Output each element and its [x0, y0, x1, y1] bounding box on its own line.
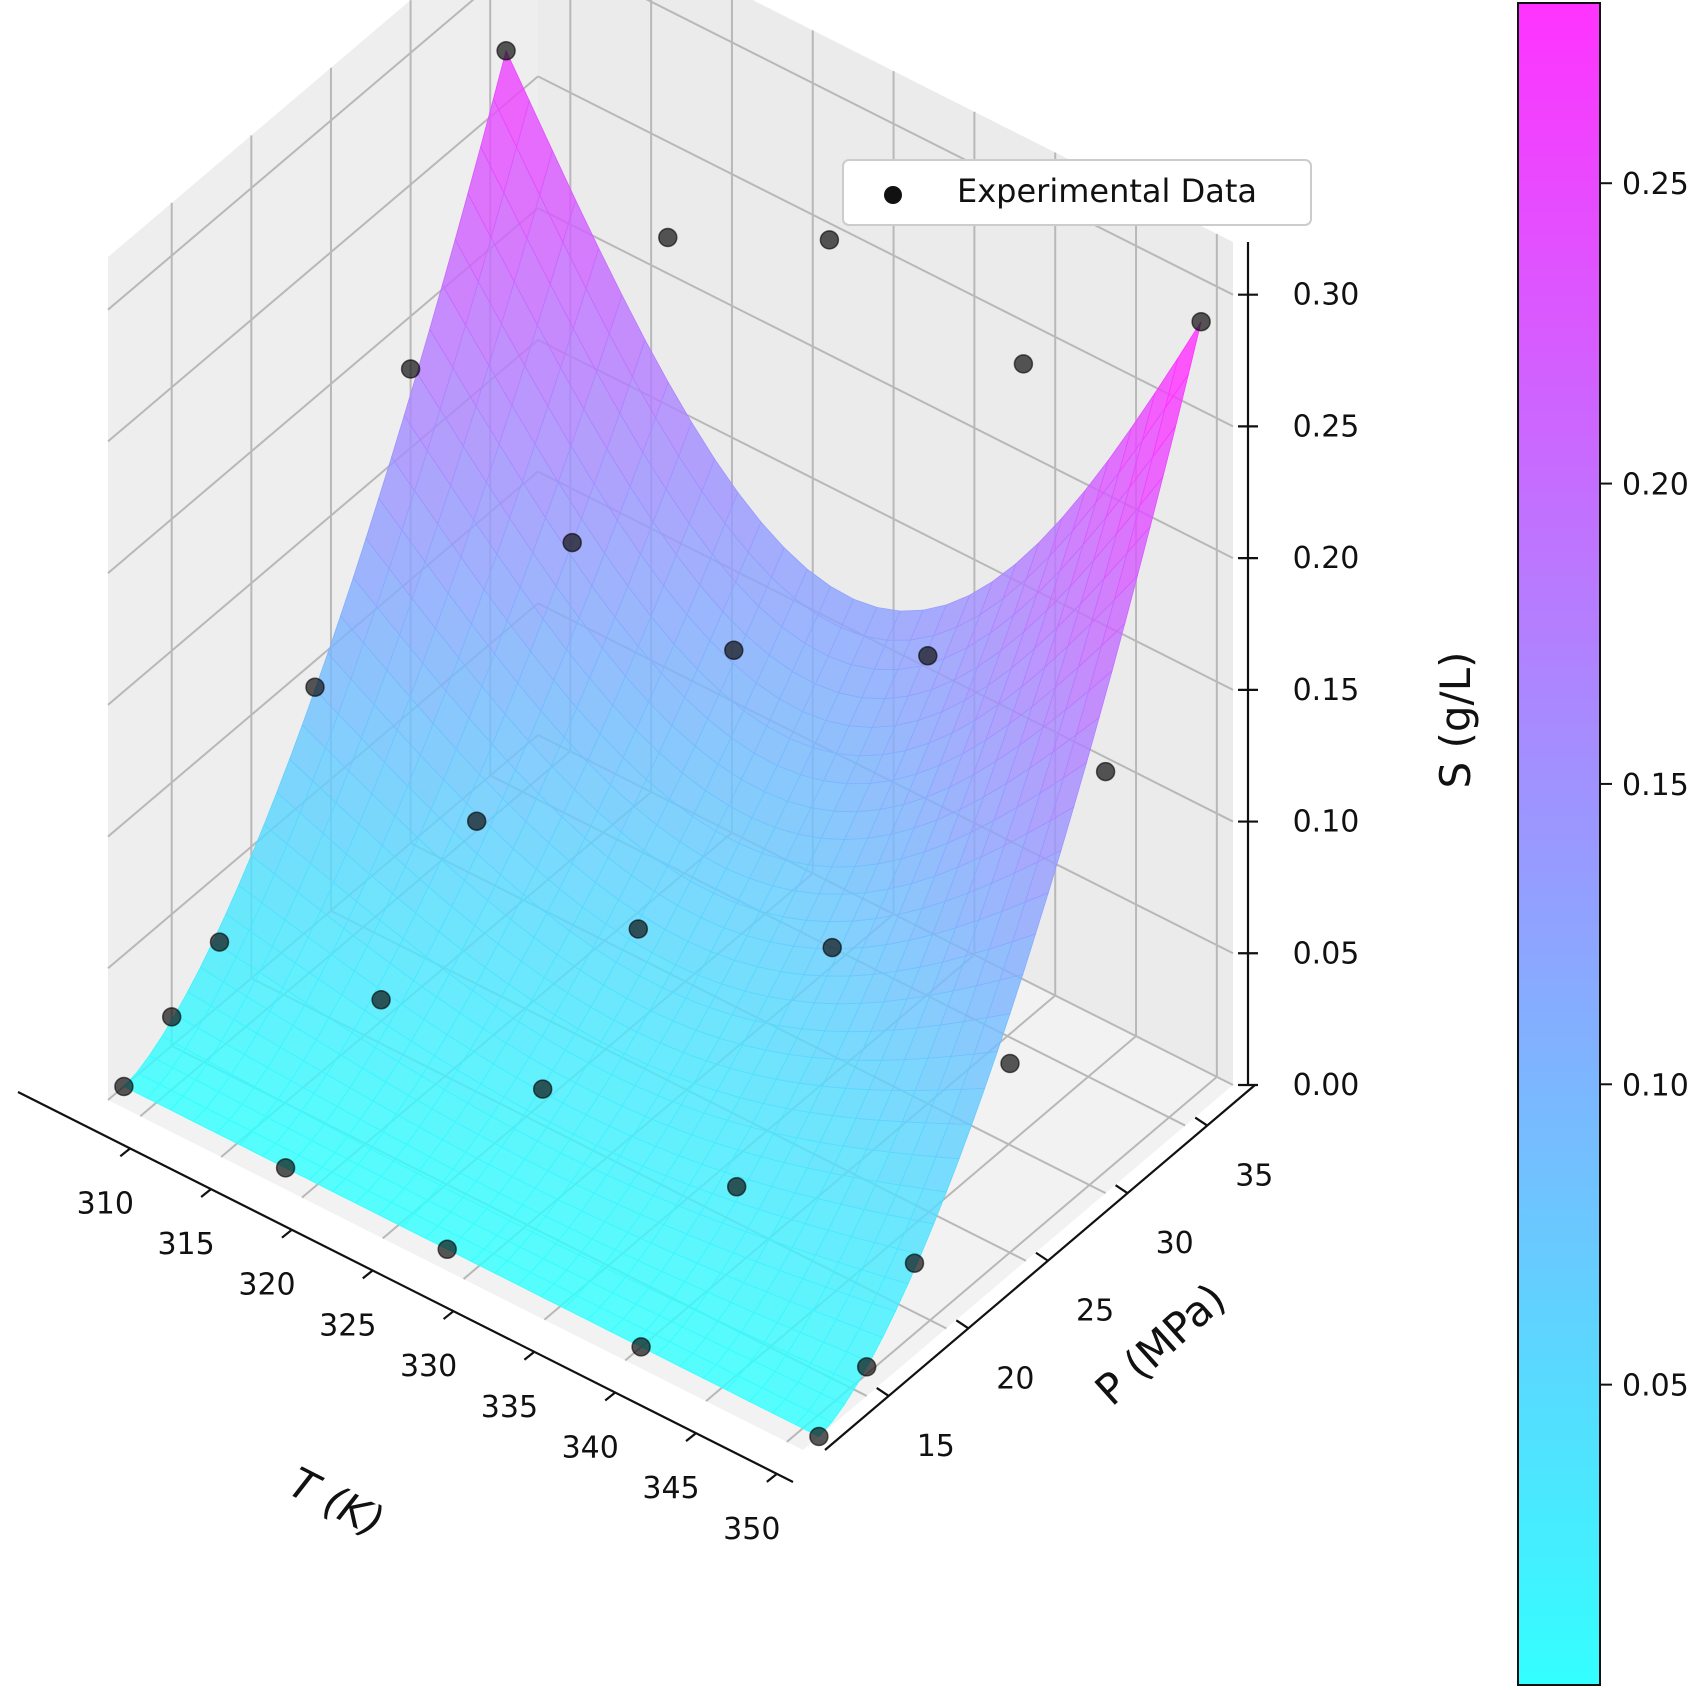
- colorbar-tick-label: 0.15: [1622, 768, 1689, 803]
- fitted-surface: [123, 49, 1202, 1437]
- data-point: [726, 1177, 747, 1197]
- data-point: [532, 1079, 553, 1099]
- x-tick-label: 350: [723, 1512, 780, 1547]
- x-tick-mark: [362, 1269, 374, 1280]
- z-tick-label: 0.05: [1293, 936, 1360, 971]
- x-tick-label: 335: [481, 1390, 538, 1425]
- data-point: [1095, 761, 1116, 782]
- x-tick-mark: [766, 1473, 778, 1483]
- data-point: [819, 230, 840, 250]
- gridline-z-left: [107, 75, 539, 443]
- colorbar-tick-label: 0.20: [1622, 468, 1689, 503]
- z-tick-label: 0.00: [1293, 1068, 1360, 1103]
- x-axis-title: T (K): [281, 1458, 392, 1547]
- data-point: [658, 227, 678, 248]
- colorbar-tick-label: 0.05: [1622, 1369, 1689, 1404]
- x-tick-label: 330: [400, 1349, 457, 1384]
- data-point: [209, 932, 230, 952]
- data-point: [822, 937, 842, 958]
- x-tick-label: 325: [319, 1308, 376, 1343]
- legend-box: [842, 159, 1312, 226]
- gridline-z-back: [645, 0, 1234, 296]
- y-tick-label: 30: [1156, 1226, 1194, 1261]
- y-tick-mark: [1194, 1116, 1208, 1127]
- axes-lines-and-ticks: 310 315 320 325 330 335 340 345 350 15 20 25 30 35 0.0…: [17, 242, 1360, 1547]
- data-point: [856, 1357, 877, 1377]
- y-tick-label: 20: [996, 1361, 1034, 1396]
- colorbar-tick-label: 0.10: [1622, 1068, 1689, 1103]
- data-point: [628, 919, 649, 939]
- x-tick-label: 320: [238, 1268, 295, 1303]
- y-tick-mark: [955, 1319, 969, 1330]
- x-tick-mark: [523, 1350, 536, 1361]
- x-tick-mark: [685, 1432, 697, 1443]
- experimental-data-points: [114, 41, 1211, 1447]
- colorbar-ticks: 0.05 0.10 0.15 0.20 0.25: [1600, 167, 1689, 1404]
- y-tick-label: 35: [1235, 1159, 1273, 1194]
- z-tick-label: 0.20: [1293, 541, 1360, 576]
- x-tick-label: 315: [157, 1227, 214, 1262]
- data-point: [1191, 311, 1211, 332]
- z-tick-label: 0.15: [1293, 673, 1360, 708]
- x-axis-line: [17, 1091, 794, 1483]
- data-point: [724, 640, 744, 661]
- z-tick-label: 0.25: [1293, 409, 1360, 444]
- x-tick-mark: [604, 1391, 616, 1402]
- data-point: [466, 811, 487, 831]
- legend-marker: [884, 186, 902, 204]
- x-tick-label: 345: [642, 1471, 699, 1506]
- data-point: [114, 1076, 134, 1097]
- data-point: [371, 990, 391, 1010]
- data-point: [904, 1253, 925, 1273]
- gridline-z-left: [107, 0, 475, 311]
- data-point: [918, 646, 938, 666]
- data-point: [809, 1426, 829, 1447]
- colorbar: 0.05 0.10 0.15 0.20 0.25: [1517, 2, 1689, 1686]
- data-point: [496, 41, 516, 61]
- y-tick-label: 15: [917, 1429, 955, 1464]
- x-tick-mark: [119, 1147, 132, 1158]
- z-tick-label: 0.10: [1293, 805, 1360, 840]
- x-tick-mark: [442, 1310, 455, 1320]
- y-tick-mark: [1114, 1184, 1129, 1195]
- y-tick-label: 25: [1076, 1294, 1114, 1329]
- legend: Experimental Data: [842, 159, 1312, 226]
- y-tick-mark: [876, 1387, 890, 1397]
- gridline-z-back: [537, 75, 1234, 428]
- data-point: [1013, 354, 1034, 374]
- y-axis-line: [824, 1084, 1256, 1451]
- data-point: [275, 1158, 296, 1178]
- data-point: [161, 1007, 182, 1027]
- x-tick-label: 310: [77, 1186, 134, 1221]
- x-tick-mark: [200, 1188, 212, 1198]
- y-tick-mark: [1035, 1251, 1049, 1262]
- x-tick-mark: [281, 1228, 293, 1239]
- data-point: [305, 677, 325, 697]
- data-point: [631, 1337, 651, 1357]
- data-point: [1000, 1053, 1020, 1074]
- z-tick-label: 0.30: [1293, 278, 1360, 313]
- z-axis-title: S (g/L): [1431, 652, 1480, 789]
- x-tick-label: 340: [562, 1431, 619, 1466]
- data-point: [437, 1239, 457, 1260]
- data-point: [562, 532, 582, 553]
- data-point: [400, 359, 421, 379]
- colorbar-tick-label: 0.25: [1622, 167, 1689, 202]
- colorbar-gradient: [1517, 2, 1601, 1686]
- legend-entry-experimental-data: Experimental Data: [957, 172, 1257, 210]
